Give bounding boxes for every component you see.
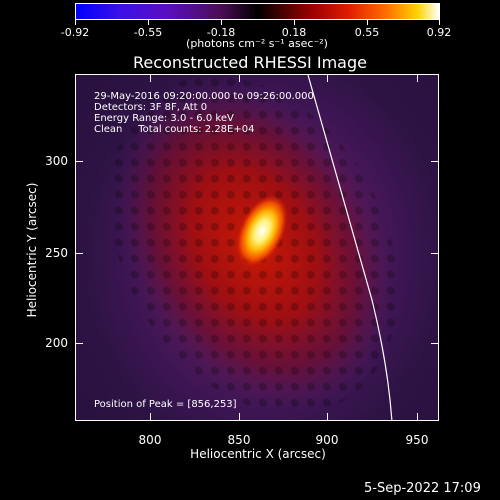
x-tick-top [239, 75, 240, 82]
colorbar-tick-label: -0.92 [60, 26, 90, 39]
x-tick-top [150, 75, 151, 82]
x-tick-top [417, 75, 418, 82]
colorbar-tick-label: 0.92 [426, 26, 452, 39]
plot-title: Reconstructed RHESSI Image [133, 53, 367, 72]
x-tick-label: 900 [315, 433, 339, 447]
info-time-range: 29-May-2016 09:20:00.000 to 09:26:00.000 [94, 91, 314, 102]
y-tick-right [431, 161, 438, 162]
y-tick-right [431, 343, 438, 344]
y-tick-label: 200 [45, 336, 68, 350]
colorbar-tick [367, 20, 368, 25]
x-tick [327, 413, 328, 420]
info-energy-range: Energy Range: 3.0 - 6.0 keV [94, 113, 234, 124]
y-tick-label: 250 [45, 246, 68, 260]
y-tick [76, 161, 83, 162]
colorbar-tick-label: -0.55 [133, 26, 163, 39]
colorbar-tick [221, 20, 222, 25]
colorbar-units: (photons cm⁻² s⁻¹ asec⁻²) [186, 37, 328, 50]
plot-datestamp: 5-Sep-2022 17:09 [364, 481, 481, 496]
x-tick-label: 800 [138, 433, 162, 447]
colorbar-tick [294, 20, 295, 25]
peak-position: Position of Peak = [856,253] [94, 399, 237, 410]
x-axis-label: Heliocentric X (arcsec) [190, 447, 326, 461]
x-tick [417, 413, 418, 420]
x-tick-top [327, 75, 328, 82]
colorbar-tick [75, 20, 76, 25]
colorbar-tick-label: 0.18 [281, 26, 307, 39]
y-tick-label: 300 [45, 154, 68, 168]
colorbar-tick [148, 20, 149, 25]
y-tick-right [431, 253, 438, 254]
x-tick [150, 413, 151, 420]
colorbar-tick-label: -0.18 [206, 26, 236, 39]
colorbar-tick-label: 0.55 [354, 26, 380, 39]
solar-limb-line [307, 75, 393, 420]
rhessi-image-canvas [109, 75, 399, 420]
info-detectors: Detectors: 3F 8F, Att 0 [94, 102, 208, 113]
emission-peak [236, 195, 288, 267]
rhessi-image: 29-May-2016 09:20:00.000 to 09:26:00.000… [75, 74, 439, 421]
x-tick-label: 850 [227, 433, 251, 447]
y-tick [76, 253, 83, 254]
info-total-counts: Clean Total counts: 2.28E+04 [94, 124, 255, 135]
colorbar [75, 3, 440, 20]
x-tick-label: 950 [405, 433, 429, 447]
x-tick [239, 413, 240, 420]
y-tick [76, 343, 83, 344]
colorbar-tick [439, 20, 440, 25]
y-axis-label: Heliocentric Y (arcsec) [25, 182, 39, 318]
